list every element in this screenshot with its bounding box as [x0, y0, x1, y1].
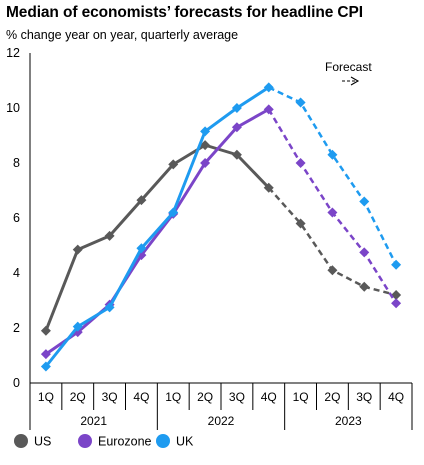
legend-marker — [78, 434, 92, 448]
data-point — [359, 196, 370, 207]
data-point — [136, 243, 147, 254]
data-point — [359, 247, 370, 258]
data-point — [327, 265, 338, 276]
y-tick-label: 8 — [13, 156, 20, 170]
data-point — [168, 159, 179, 170]
chart-title: Median of economists’ forecasts for head… — [6, 4, 363, 21]
series-line-us — [44, 143, 270, 332]
data-point — [391, 259, 402, 270]
y-tick-label: 12 — [6, 46, 20, 60]
x-tick-label: 3Q — [229, 390, 245, 404]
data-point — [200, 158, 211, 168]
y-tick-label: 10 — [6, 101, 20, 115]
x-tick-label: 3Q — [102, 390, 118, 404]
x-tick-label: 2Q — [197, 390, 213, 404]
forecast-label: Forecast — [325, 60, 372, 74]
year-label: 2022 — [208, 414, 235, 428]
x-tick-label: 1Q — [293, 390, 309, 404]
data-point — [40, 325, 51, 336]
data-point — [72, 244, 83, 255]
forecast-arrow-head — [350, 76, 360, 86]
data-point — [168, 207, 179, 218]
legend-marker — [156, 434, 170, 448]
data-point — [72, 321, 83, 332]
series-line-eurozone — [45, 108, 270, 356]
data-point — [327, 207, 338, 218]
chart-legend: US Eurozone UK — [14, 434, 194, 449]
legend-label: UK — [176, 435, 194, 449]
data-point — [104, 230, 115, 241]
x-tick-label: 3Q — [356, 390, 372, 404]
series-forecast-line-us — [267, 186, 397, 297]
data-point — [263, 82, 274, 93]
year-label: 2023 — [335, 414, 362, 428]
data-point — [231, 122, 242, 133]
data-point — [295, 158, 306, 168]
data-point — [200, 126, 211, 137]
data-point — [263, 104, 274, 115]
x-tick-label: 2Q — [70, 390, 86, 404]
series-forecast-line-uk — [268, 86, 398, 266]
data-point — [231, 149, 242, 160]
y-tick-label: 2 — [13, 321, 20, 335]
series-group — [40, 82, 402, 372]
data-point — [327, 149, 338, 160]
data-point — [295, 97, 306, 108]
data-point — [359, 281, 370, 292]
y-tick-label: 4 — [13, 266, 20, 280]
legend-label: US — [34, 435, 51, 449]
data-point — [391, 298, 402, 309]
x-tick-label: 4Q — [261, 390, 277, 404]
data-point — [391, 290, 402, 300]
legend-label: Eurozone — [98, 435, 152, 449]
data-point — [136, 195, 147, 206]
data-point — [263, 182, 274, 193]
y-tick-label: 6 — [13, 211, 20, 225]
y-tick-label: 0 — [13, 376, 20, 390]
year-label: 2021 — [80, 414, 107, 428]
x-tick-label: 4Q — [133, 390, 149, 404]
x-tick-label: 4Q — [388, 390, 404, 404]
data-point — [231, 103, 242, 113]
legend-marker — [14, 434, 28, 448]
data-point — [104, 302, 115, 313]
forecast-annotation: Forecast — [325, 60, 372, 86]
chart-axes: 0 2 4 6 8 10 12 1Q 2Q 3Q 4Q 1Q 2Q 3Q 4Q 1Q 2Q 3Q 4Q 2021 202… — [6, 46, 413, 430]
data-point — [40, 349, 51, 360]
data-point — [200, 140, 211, 151]
series-line-uk — [44, 86, 270, 368]
data-point — [295, 218, 306, 229]
x-tick-label: 1Q — [165, 390, 181, 404]
data-point — [40, 361, 51, 372]
chart-subtitle: % change year on year, quarterly average — [6, 28, 239, 42]
x-tick-label: 1Q — [38, 390, 54, 404]
x-tick-label: 2Q — [324, 390, 340, 404]
